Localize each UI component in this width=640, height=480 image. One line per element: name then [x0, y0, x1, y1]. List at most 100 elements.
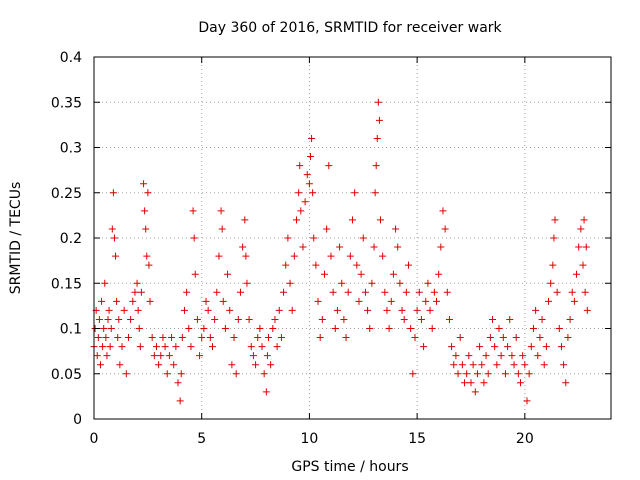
data-point: [448, 343, 456, 351]
data-point: [176, 397, 184, 405]
data-point: [573, 270, 581, 278]
data-point: [396, 279, 404, 287]
data-point: [252, 361, 260, 369]
data-point: [581, 288, 589, 296]
data-point: [469, 361, 477, 369]
data-point: [198, 334, 206, 342]
data-point: [95, 315, 103, 323]
data-point: [402, 288, 410, 296]
data-point: [98, 297, 106, 305]
data-point: [407, 325, 415, 332]
data-point: [230, 334, 238, 342]
data-points: [90, 98, 591, 405]
data-point: [439, 207, 447, 215]
data-point: [243, 279, 251, 287]
data-point: [242, 252, 250, 260]
data-point: [450, 361, 458, 369]
data-point: [497, 352, 505, 360]
data-point: [104, 315, 112, 323]
data-point: [193, 315, 201, 323]
data-point: [263, 352, 271, 360]
data-point: [331, 325, 339, 332]
data-point: [323, 225, 331, 233]
data-point: [325, 162, 333, 170]
data-point: [145, 261, 153, 269]
data-point: [264, 334, 272, 342]
data-point: [106, 343, 114, 351]
data-point: [309, 189, 317, 197]
data-point: [107, 325, 115, 332]
data-point: [114, 334, 122, 342]
data-point: [277, 334, 285, 342]
data-point: [219, 297, 227, 305]
data-point: [560, 361, 568, 369]
data-point: [168, 334, 176, 342]
data-point: [314, 297, 322, 305]
data-point: [486, 334, 494, 342]
data-point: [580, 216, 588, 224]
data-point: [342, 334, 350, 342]
data-point: [143, 252, 151, 260]
data-point: [306, 153, 314, 161]
data-point: [551, 216, 559, 224]
chart-title: Day 360 of 2016, SRMTID for receiver war…: [198, 20, 502, 36]
data-point: [303, 171, 311, 179]
data-point: [165, 352, 173, 360]
data-point: [177, 370, 185, 378]
data-point: [127, 315, 135, 323]
data-point: [336, 243, 344, 251]
data-point: [163, 370, 171, 378]
data-point: [118, 343, 126, 351]
data-point: [478, 361, 486, 369]
data-point: [579, 261, 587, 269]
data-point: [525, 370, 533, 378]
data-point: [308, 134, 316, 142]
data-point: [519, 352, 527, 360]
data-point: [405, 261, 413, 269]
x-tick-label: 20: [516, 431, 534, 447]
data-point: [428, 325, 436, 332]
y-tick-label: 0.4: [60, 50, 82, 66]
data-point: [190, 234, 198, 242]
data-point: [456, 334, 464, 342]
data-point: [355, 297, 363, 305]
data-point: [102, 334, 110, 342]
data-point: [101, 279, 109, 287]
data-point: [241, 216, 249, 224]
data-point: [349, 216, 356, 224]
data-point: [135, 325, 143, 332]
data-point: [247, 343, 255, 351]
data-point: [297, 207, 305, 215]
y-tick-label: 0.1: [60, 322, 82, 338]
data-point: [249, 352, 257, 360]
data-point: [433, 297, 441, 305]
data-point: [417, 315, 425, 323]
data-point: [534, 352, 542, 360]
data-point: [185, 325, 193, 332]
data-point: [208, 343, 216, 351]
data-point: [351, 189, 359, 197]
data-point: [374, 98, 382, 106]
data-point: [547, 279, 555, 287]
data-point: [217, 207, 225, 215]
data-point: [152, 343, 160, 351]
data-point: [129, 297, 137, 305]
data-point: [441, 225, 449, 233]
data-point: [411, 334, 419, 342]
data-point: [480, 379, 488, 387]
data-point: [501, 370, 509, 378]
data-point: [381, 288, 389, 296]
data-point: [333, 306, 341, 314]
data-point: [370, 243, 378, 251]
data-point: [523, 397, 531, 405]
data-point: [517, 379, 525, 387]
data-point: [140, 180, 148, 188]
data-point: [312, 261, 320, 269]
data-point: [527, 343, 535, 351]
data-point: [206, 334, 214, 342]
y-tick-label: 0.3: [60, 141, 82, 157]
data-point: [389, 270, 397, 278]
data-point: [540, 361, 548, 369]
data-point: [458, 361, 466, 369]
data-point: [542, 343, 550, 351]
